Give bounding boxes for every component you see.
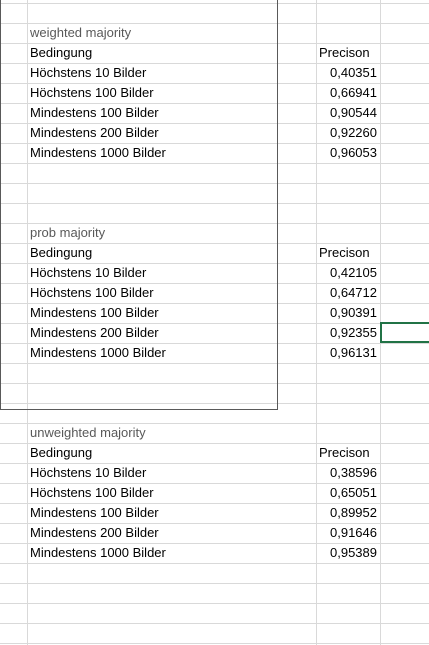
- row-condition[interactable]: Mindestens 1000 Bilder: [30, 143, 316, 163]
- row-gridline: [0, 383, 429, 384]
- table-title-prob[interactable]: prob majority: [30, 223, 316, 243]
- table-title-weighted[interactable]: weighted majority: [30, 23, 316, 43]
- row-value[interactable]: 0,90391: [316, 303, 380, 323]
- header-condition[interactable]: Bedingung: [30, 243, 316, 263]
- row-value[interactable]: 0,38596: [316, 463, 380, 483]
- active-cell-selection[interactable]: [380, 322, 429, 343]
- row-gridline: [0, 3, 429, 4]
- row-condition[interactable]: Mindestens 200 Bilder: [30, 523, 316, 543]
- row-value[interactable]: 0,96131: [316, 343, 380, 363]
- row-condition[interactable]: Höchstens 10 Bilder: [30, 263, 316, 283]
- row-value[interactable]: 0,40351: [316, 63, 380, 83]
- row-value[interactable]: 0,42105: [316, 263, 380, 283]
- row-condition[interactable]: Höchstens 100 Bilder: [30, 483, 316, 503]
- row-gridline: [0, 583, 429, 584]
- row-condition[interactable]: Mindestens 1000 Bilder: [30, 343, 316, 363]
- row-gridline: [0, 563, 429, 564]
- row-condition[interactable]: Mindestens 100 Bilder: [30, 503, 316, 523]
- row-gridline: [0, 403, 429, 404]
- row-value[interactable]: 0,96053: [316, 143, 380, 163]
- row-condition[interactable]: Höchstens 100 Bilder: [30, 283, 316, 303]
- row-condition[interactable]: Mindestens 100 Bilder: [30, 303, 316, 323]
- header-metric[interactable]: Precison: [316, 243, 380, 263]
- row-value[interactable]: 0,95389: [316, 543, 380, 563]
- row-condition[interactable]: Höchstens 10 Bilder: [30, 463, 316, 483]
- row-condition[interactable]: Höchstens 10 Bilder: [30, 63, 316, 83]
- row-gridline: [0, 183, 429, 184]
- header-condition[interactable]: Bedingung: [30, 43, 316, 63]
- row-value[interactable]: 0,91646: [316, 523, 380, 543]
- column-gridline: [27, 0, 28, 645]
- header-condition[interactable]: Bedingung: [30, 443, 316, 463]
- column-gridline: [380, 0, 381, 645]
- header-metric[interactable]: Precison: [316, 43, 380, 63]
- row-gridline: [0, 643, 429, 644]
- row-condition[interactable]: Mindestens 1000 Bilder: [30, 543, 316, 563]
- row-condition[interactable]: Mindestens 100 Bilder: [30, 103, 316, 123]
- row-value[interactable]: 0,65051: [316, 483, 380, 503]
- row-gridline: [0, 603, 429, 604]
- row-value[interactable]: 0,66941: [316, 83, 380, 103]
- row-value[interactable]: 0,89952: [316, 503, 380, 523]
- row-condition[interactable]: Mindestens 200 Bilder: [30, 123, 316, 143]
- row-condition[interactable]: Mindestens 200 Bilder: [30, 323, 316, 343]
- row-value[interactable]: 0,64712: [316, 283, 380, 303]
- row-gridline: [0, 163, 429, 164]
- row-gridline: [0, 203, 429, 204]
- row-value[interactable]: 0,90544: [316, 103, 380, 123]
- header-metric[interactable]: Precison: [316, 443, 380, 463]
- row-condition[interactable]: Höchstens 100 Bilder: [30, 83, 316, 103]
- table-title-unweighted[interactable]: unweighted majority: [30, 423, 316, 443]
- row-value[interactable]: 0,92260: [316, 123, 380, 143]
- row-gridline: [0, 623, 429, 624]
- row-value[interactable]: 0,92355: [316, 323, 380, 343]
- row-gridline: [0, 363, 429, 364]
